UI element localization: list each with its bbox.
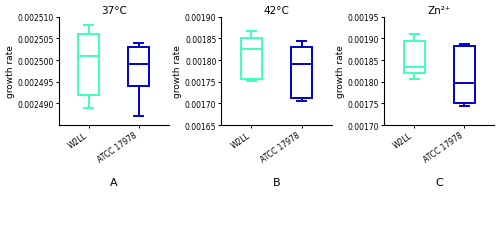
Bar xyxy=(404,42,424,74)
Bar xyxy=(291,48,312,99)
Text: B: B xyxy=(272,177,280,187)
Y-axis label: growth rate: growth rate xyxy=(6,45,15,98)
Bar xyxy=(241,38,262,80)
Bar xyxy=(78,35,99,95)
Y-axis label: growth rate: growth rate xyxy=(336,45,345,98)
Text: C: C xyxy=(436,177,443,187)
Title: Zn²⁺: Zn²⁺ xyxy=(428,6,451,15)
Text: A: A xyxy=(110,177,118,187)
Bar xyxy=(128,48,150,87)
Y-axis label: growth rate: growth rate xyxy=(173,45,182,98)
Bar xyxy=(454,47,475,104)
Title: 37°C: 37°C xyxy=(101,6,126,15)
Title: 42°C: 42°C xyxy=(264,6,289,15)
